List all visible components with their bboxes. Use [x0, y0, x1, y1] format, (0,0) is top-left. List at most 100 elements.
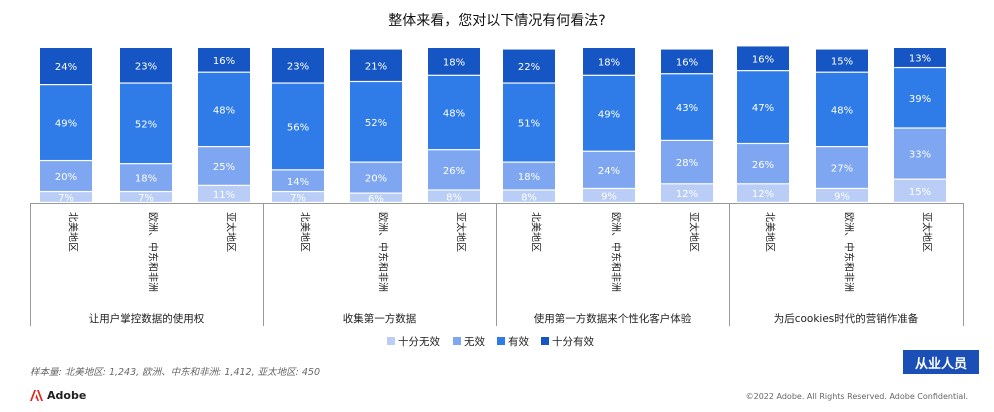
data-label: 51%: [518, 119, 540, 130]
bar-segment: [120, 192, 172, 202]
legend-swatch: [453, 337, 461, 345]
data-label: 16%: [676, 57, 698, 68]
category-tick-label: 亚太地区: [225, 212, 238, 252]
data-label: 25%: [213, 162, 235, 173]
data-label: 33%: [909, 150, 931, 161]
data-label: 14%: [287, 177, 309, 188]
sample-size-footnote: 样本量: 北美地区: 1,243, 欧洲、中东和非洲: 1,412, 亚太地区:…: [30, 367, 320, 378]
category-tick-label: 北美地区: [764, 212, 777, 252]
bar-segment: [894, 48, 946, 67]
legend-label: 十分有效: [552, 335, 594, 348]
data-label: 8%: [521, 192, 537, 203]
data-label: 47%: [752, 103, 774, 114]
bar-segment: [272, 83, 324, 170]
bar-segment: [583, 189, 635, 202]
bar-segment: [198, 147, 250, 185]
bar-segment: [583, 48, 635, 75]
category-tick-label: 北美地区: [67, 212, 80, 252]
bar-segment: [120, 164, 172, 191]
legend-item: 有效: [497, 335, 529, 348]
bar-segment: [40, 85, 92, 160]
data-label: 12%: [752, 189, 774, 200]
legend: 十分无效 无效 有效 十分有效: [387, 335, 594, 348]
data-label: 48%: [213, 106, 235, 117]
group-label: 收集第一方数据: [343, 312, 417, 325]
bar-segment: [198, 48, 250, 72]
legend-label: 有效: [508, 335, 529, 348]
data-label: 27%: [831, 164, 853, 175]
bar-segment: [428, 75, 480, 150]
data-label: 9%: [834, 192, 850, 203]
bar-segment: [816, 189, 868, 202]
bar-segment: [120, 83, 172, 164]
bar-segment: [737, 71, 789, 143]
bar-segment: [428, 190, 480, 202]
data-label: 56%: [287, 123, 309, 134]
data-label: 28%: [676, 158, 698, 169]
data-label: 24%: [598, 166, 620, 177]
bar-segment: [40, 192, 92, 202]
data-label: 48%: [443, 109, 465, 120]
data-label: 18%: [598, 57, 620, 68]
bar-segment: [583, 75, 635, 151]
data-label: 13%: [909, 54, 931, 65]
bar-segment: [272, 170, 324, 191]
legend-item: 十分有效: [541, 335, 594, 348]
respondent-role-badge: 从业人员: [903, 350, 979, 374]
category-tick-label: 欧洲、中东和非洲: [377, 212, 390, 292]
data-label: 15%: [909, 187, 931, 198]
data-label: 18%: [518, 172, 540, 183]
data-label: 7%: [138, 193, 154, 204]
bar-segment: [661, 141, 713, 184]
bar-segment: [661, 74, 713, 140]
legend-swatch: [387, 337, 395, 345]
data-label: 26%: [443, 166, 465, 177]
bar-segment: [428, 150, 480, 190]
data-label: 15%: [831, 57, 853, 68]
data-label: 8%: [446, 192, 462, 203]
category-tick-label: 亚太地区: [921, 212, 934, 252]
data-label: 49%: [55, 119, 77, 130]
data-label: 22%: [518, 62, 540, 73]
bar-segment: [198, 185, 250, 202]
group-label: 为后cookies时代的营销作准备: [774, 312, 919, 325]
data-label: 16%: [213, 56, 235, 67]
data-label: 52%: [135, 119, 157, 130]
bar-segment: [350, 82, 402, 162]
legend-swatch: [541, 337, 549, 345]
group-label: 让用户掌控数据的使用权: [89, 312, 205, 325]
bar-segment: [350, 162, 402, 193]
bar-segment: [350, 193, 402, 202]
bar-segment: [428, 48, 480, 75]
data-label: 7%: [58, 193, 74, 204]
adobe-logo-icon: [30, 390, 43, 401]
chart-title: 整体来看，您对以下情况有何看法?: [388, 12, 605, 29]
bar-segment: [503, 190, 555, 202]
bar-segment: [894, 68, 946, 128]
category-tick-label: 亚太地区: [455, 212, 468, 252]
bar-segment: [503, 162, 555, 190]
bar-segment: [583, 151, 635, 188]
data-label: 20%: [365, 174, 387, 185]
data-label: 6%: [368, 194, 384, 205]
legend-label: 十分无效: [398, 335, 440, 348]
data-label: 23%: [287, 61, 309, 72]
data-label: 24%: [55, 62, 77, 73]
data-label: 18%: [135, 174, 157, 185]
bar-segment: [503, 49, 555, 83]
data-label: 9%: [601, 192, 617, 203]
category-tick-label: 北美地区: [299, 212, 312, 252]
bar-segment: [894, 179, 946, 202]
bar-segment: [816, 49, 868, 72]
data-label: 12%: [676, 189, 698, 200]
bar-segment: [198, 72, 250, 146]
bar-segment: [816, 72, 868, 146]
bar-segment: [894, 128, 946, 179]
legend-item: 无效: [453, 335, 485, 348]
data-label: 49%: [598, 109, 620, 120]
data-label: 7%: [290, 193, 306, 204]
bar-segment: [272, 48, 324, 83]
data-label: 48%: [831, 106, 853, 117]
data-label: 16%: [752, 54, 774, 65]
